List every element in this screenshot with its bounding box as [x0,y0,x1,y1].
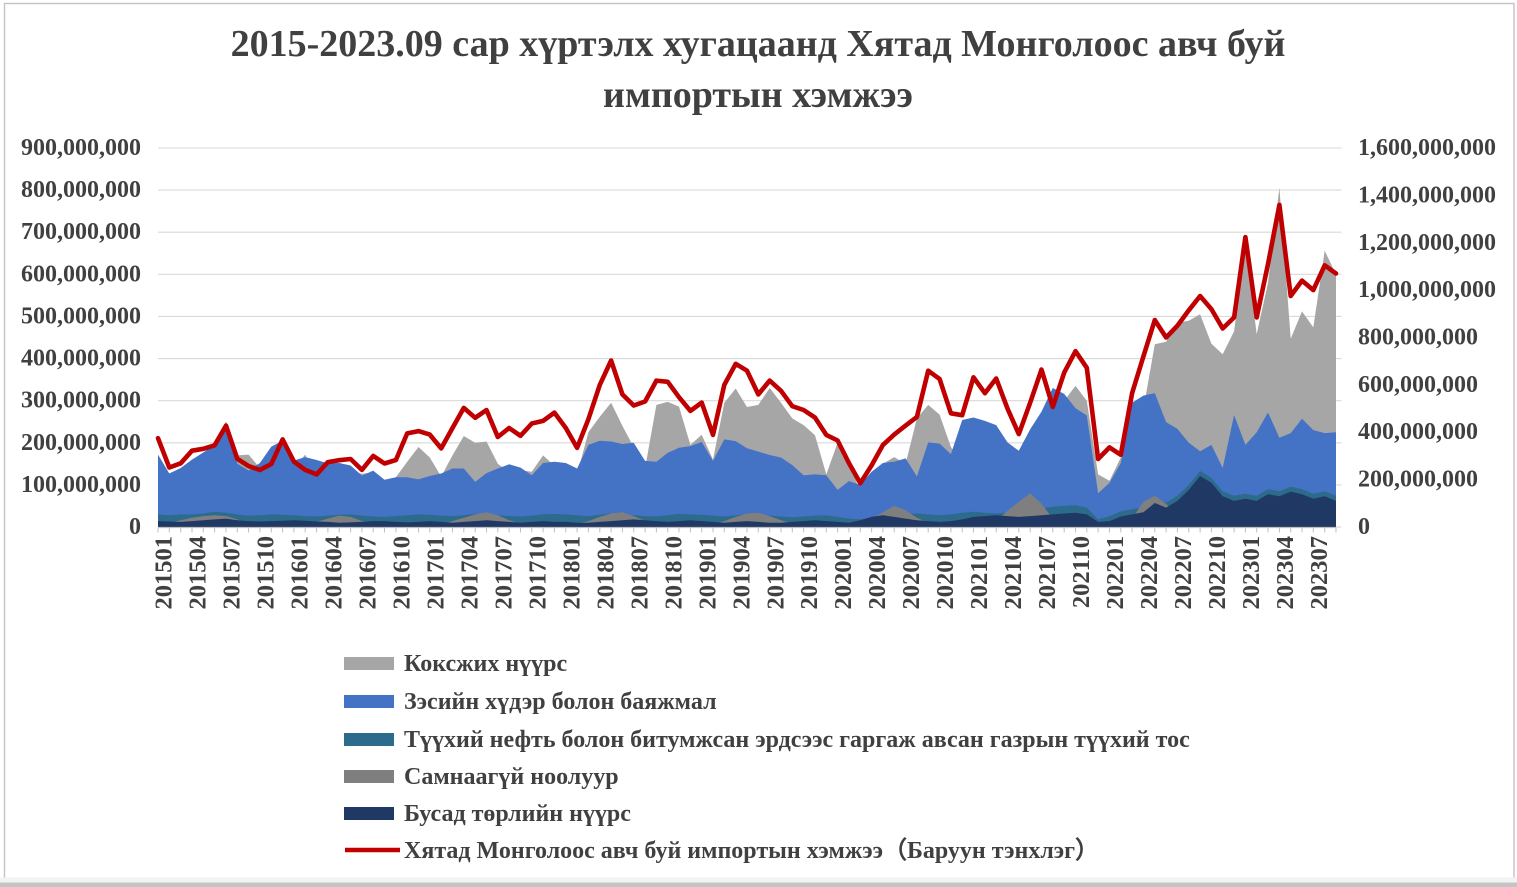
svg-text:202201: 202201 [1102,536,1129,610]
svg-text:1,400,000,000: 1,400,000,000 [1358,182,1496,208]
svg-text:1,000,000,000: 1,000,000,000 [1358,277,1496,303]
svg-text:202107: 202107 [1034,536,1061,610]
svg-text:600,000,000: 600,000,000 [1358,372,1478,398]
svg-text:202307: 202307 [1306,536,1333,610]
svg-text:201807: 201807 [626,536,653,610]
svg-text:100,000,000: 100,000,000 [21,472,141,498]
svg-text:0: 0 [1358,514,1370,540]
svg-text:Түүхий нефть болон битумжсан э: Түүхий нефть болон битумжсан эрдсээс гар… [404,727,1190,753]
svg-text:900,000,000: 900,000,000 [21,135,141,161]
svg-text:700,000,000: 700,000,000 [21,219,141,245]
svg-text:201701: 201701 [422,536,449,610]
svg-text:Коксжих нүүрс: Коксжих нүүрс [404,651,567,677]
svg-text:2015-2023.09 сар хүртэлх хугац: 2015-2023.09 сар хүртэлх хугацаанд Хятад… [231,23,1286,65]
svg-text:202210: 202210 [1204,536,1231,610]
svg-text:Бусад төрлийн нүүрс: Бусад төрлийн нүүрс [404,801,631,827]
svg-text:202104: 202104 [1000,536,1027,610]
svg-text:импортын хэмжээ: импортын хэмжээ [603,74,913,116]
svg-text:Самнаагүй ноолуур: Самнаагүй ноолуур [404,764,619,790]
svg-text:202010: 202010 [932,536,959,610]
svg-text:Хятад Монголоос авч буй импорт: Хятад Монголоос авч буй импортын хэмжээ（… [404,837,1099,864]
svg-text:201910: 201910 [796,536,823,610]
svg-text:500,000,000: 500,000,000 [21,303,141,329]
svg-text:201707: 201707 [490,536,517,610]
svg-text:202101: 202101 [966,536,993,610]
svg-text:202110: 202110 [1068,536,1095,608]
svg-text:300,000,000: 300,000,000 [21,388,141,414]
svg-text:202007: 202007 [898,536,925,610]
svg-text:202207: 202207 [1170,536,1197,610]
svg-text:202304: 202304 [1272,536,1299,610]
svg-text:201610: 201610 [389,536,416,610]
svg-text:202001: 202001 [830,536,857,610]
svg-text:600,000,000: 600,000,000 [21,261,141,287]
svg-text:200,000,000: 200,000,000 [1358,467,1478,493]
svg-text:201704: 201704 [456,536,483,610]
svg-text:Зэсийн хүдэр болон баяжмал: Зэсийн хүдэр болон баяжмал [404,689,717,715]
svg-text:201801: 201801 [558,536,585,610]
svg-text:201904: 201904 [728,536,755,610]
svg-text:201710: 201710 [524,536,551,610]
svg-text:201601: 201601 [287,536,314,610]
svg-text:800,000,000: 800,000,000 [21,177,141,203]
svg-text:202004: 202004 [864,536,891,610]
svg-text:201901: 201901 [694,536,721,610]
svg-text:400,000,000: 400,000,000 [1358,419,1478,445]
svg-text:201604: 201604 [321,536,348,610]
svg-text:200,000,000: 200,000,000 [21,430,141,456]
svg-text:400,000,000: 400,000,000 [21,346,141,372]
svg-text:201810: 201810 [660,536,687,610]
svg-text:201510: 201510 [253,536,280,610]
svg-text:202301: 202301 [1238,536,1265,610]
svg-text:201504: 201504 [185,536,212,610]
svg-text:201607: 201607 [355,536,382,610]
svg-text:1,600,000,000: 1,600,000,000 [1358,135,1496,161]
svg-text:201507: 201507 [219,536,246,610]
svg-text:201501: 201501 [151,536,178,610]
svg-text:201907: 201907 [762,536,789,610]
svg-text:1,200,000,000: 1,200,000,000 [1358,230,1496,256]
svg-text:800,000,000: 800,000,000 [1358,325,1478,351]
svg-text:201804: 201804 [592,536,619,610]
svg-text:202204: 202204 [1136,536,1163,610]
svg-text:0: 0 [129,514,141,540]
